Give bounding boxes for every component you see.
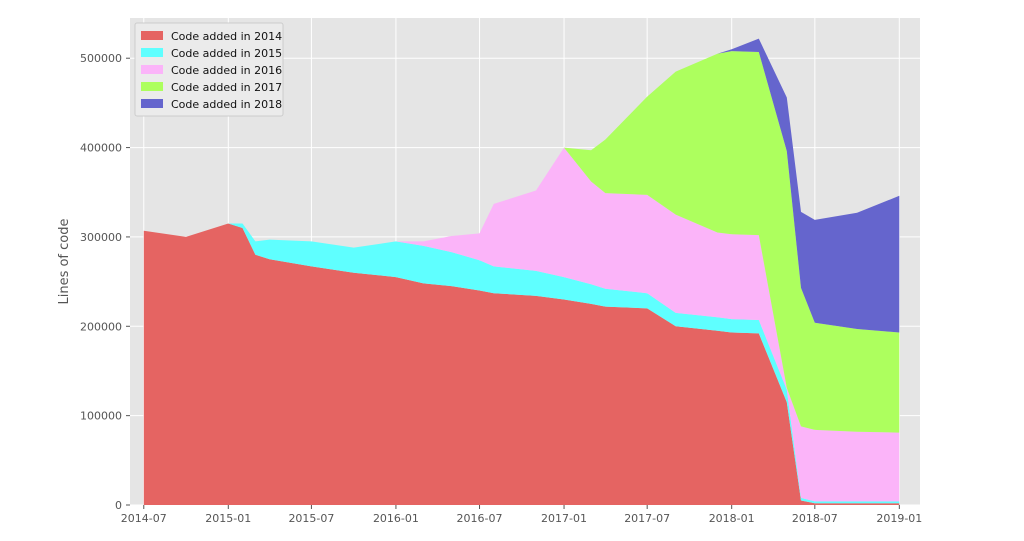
area-code-added-in-2018	[143, 38, 900, 333]
area-code-added-in-2015	[143, 223, 900, 504]
legend-swatch	[141, 65, 163, 74]
x-tick-label: 2015-01	[205, 512, 251, 525]
y-tick-label: 500000	[80, 52, 122, 65]
area-code-added-in-2014	[143, 223, 900, 505]
legend-swatch	[141, 82, 163, 91]
legend-label: Code added in 2015	[171, 47, 282, 60]
y-tick-label: 200000	[80, 320, 122, 333]
area-code-added-in-2016	[143, 147, 900, 502]
y-axis-ticks: 0 100000 200000 300000 400000 500000	[80, 52, 130, 512]
x-tick-label: 2017-07	[624, 512, 670, 525]
legend-label: Code added in 2017	[171, 81, 282, 94]
x-tick-label: 2017-01	[541, 512, 587, 525]
legend-label: Code added in 2018	[171, 98, 282, 111]
x-tick-label: 2016-01	[373, 512, 419, 525]
area-code-added-in-2017	[143, 51, 900, 433]
y-tick-label: 300000	[80, 231, 122, 244]
y-tick-label: 400000	[80, 142, 122, 155]
legend-swatch	[141, 31, 163, 40]
x-tick-label: 2014-07	[121, 512, 167, 525]
y-tick-label: 100000	[80, 410, 122, 423]
legend-swatch	[141, 48, 163, 57]
x-tick-label: 2019-01	[876, 512, 922, 525]
x-tick-label: 2015-07	[288, 512, 334, 525]
y-tick-label: 0	[115, 499, 122, 512]
x-tick-label: 2018-07	[792, 512, 838, 525]
x-tick-label: 2018-01	[709, 512, 755, 525]
legend-frame	[134, 22, 284, 117]
legend: Code added in 2014 Code added in 2015 Code…	[134, 22, 284, 117]
area-series	[143, 38, 900, 505]
legend-swatch	[141, 99, 163, 108]
y-axis-label: Lines of code	[57, 218, 72, 304]
legend-label: Code added in 2016	[171, 64, 282, 77]
legend-label: Code added in 2014	[171, 30, 282, 43]
x-tick-label: 2016-07	[457, 512, 503, 525]
x-axis-ticks: 2014-07 2015-01 2015-07 2016-01 2016-07 2017-…	[121, 505, 922, 525]
